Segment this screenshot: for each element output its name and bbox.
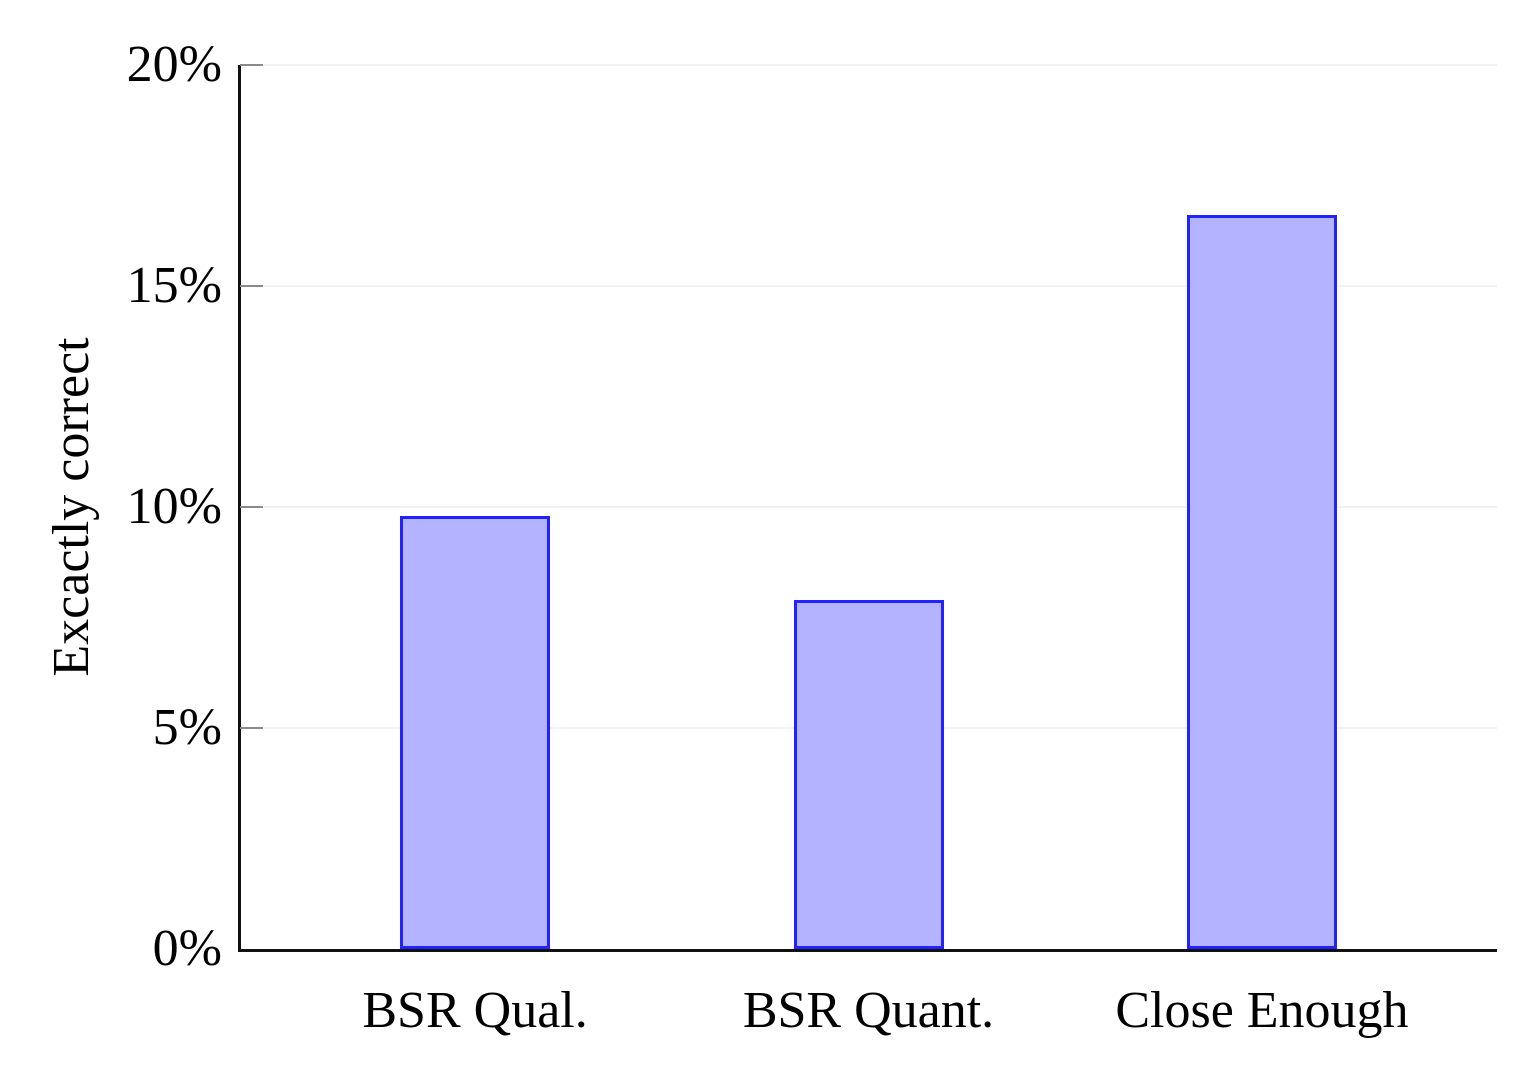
y-tick-20 [240,64,263,66]
y-tick-5 [240,727,263,729]
x-tick-label-2: BSR Quant. [742,982,995,1039]
bar-close-enough [1186,215,1337,949]
x-axis-line [238,949,1497,952]
gridline-15 [240,285,1497,287]
gridline-10 [240,506,1497,508]
y-tick-label-15: 15% [126,257,222,314]
bar-bsr-quant [793,599,944,949]
y-tick-label-20: 20% [126,36,222,93]
gridline-20 [240,64,1497,66]
x-tick-label-3: Close Enough [1115,982,1409,1039]
y-tick-label-5: 5% [152,699,222,756]
plot-area [238,64,1497,952]
y-tick-10 [240,506,263,508]
y-axis-line [238,65,241,950]
x-tick-label-1: BSR Qual. [362,982,588,1039]
bar-bsr-qual [400,515,551,949]
y-tick-label-0: 0% [152,920,222,977]
y-tick-15 [240,285,263,287]
y-tick-label-10: 10% [126,478,222,535]
